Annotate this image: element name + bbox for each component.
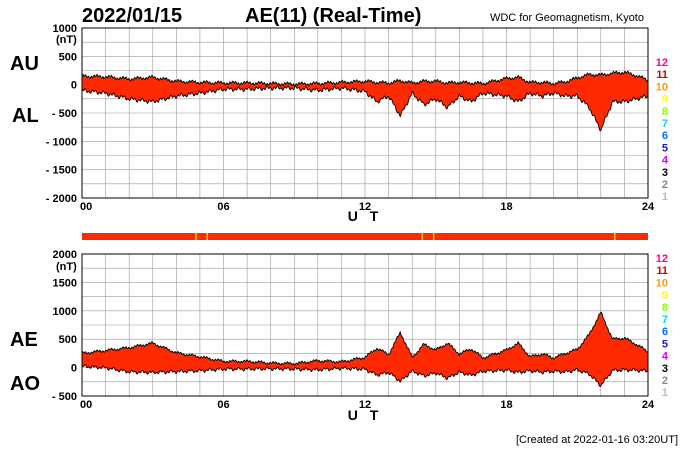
legend-station-12: 12	[656, 57, 668, 69]
source-label: WDC for Geomagnetism, Kyoto	[490, 12, 644, 24]
ae-ao-plot-frame	[81, 253, 649, 397]
y-tick-label: 2000	[53, 249, 77, 261]
x-tick-label: 12	[359, 399, 371, 411]
legend-station-1: 1	[662, 191, 668, 203]
legend-station-1: 1	[662, 387, 668, 399]
legend-station-10: 10	[656, 81, 668, 93]
index-title: AE(11) (Real-Time)	[245, 5, 421, 27]
y-tick-label: - 1000	[46, 136, 77, 148]
legend-station-12: 12	[656, 253, 668, 265]
legend-station-6: 6	[662, 326, 668, 338]
ao-line	[81, 364, 648, 388]
au-al-y-unit: (nT)	[56, 34, 77, 46]
ae-ao-panel: 2000 1500 1000 500 0 - 500 00 06 12 18 24 (nT) AE…	[10, 249, 655, 423]
ae-ao-fill-area	[82, 312, 648, 387]
legend-station-11: 11	[656, 69, 668, 81]
x-tick-label: 00	[80, 399, 92, 411]
x-tick-label: 12	[359, 201, 371, 213]
legend-station-5: 5	[662, 142, 668, 154]
au-al-plot-frame	[81, 27, 649, 199]
ao-label: AO	[10, 373, 40, 395]
created-timestamp: [Created at 2022-01-16 03:20UT]	[516, 434, 678, 446]
x-tick-label: 18	[500, 201, 512, 213]
y-tick-label: 1000	[53, 306, 77, 318]
legend-station-10: 10	[656, 277, 668, 289]
y-tick-label: 0	[71, 363, 77, 375]
y-tick-label: 500	[59, 334, 77, 346]
status-mark	[421, 233, 424, 240]
al-line	[81, 84, 649, 132]
legend-station-2: 2	[662, 375, 668, 387]
legend-station-7: 7	[662, 314, 668, 326]
legend-station-9: 9	[662, 94, 668, 106]
y-tick-label: - 500	[52, 391, 77, 403]
ae-ao-y-unit: (nT)	[56, 261, 77, 273]
legend-station-8: 8	[662, 302, 668, 314]
y-tick-label: 1500	[53, 277, 77, 289]
ae-ao-x-ticks: 00 06 12 18 24	[80, 399, 655, 411]
ae-ao-grid	[82, 254, 648, 396]
ae-label: AE	[10, 329, 38, 351]
legend-station-5: 5	[662, 338, 668, 350]
legend-station-3: 3	[662, 363, 668, 375]
x-tick-label: 00	[80, 201, 92, 213]
au-al-x-ticks: 00 06 12 18 24	[80, 201, 655, 213]
ae-line	[81, 311, 649, 366]
status-mark	[614, 233, 616, 240]
au-al-x-axis-label: U T	[348, 208, 383, 224]
x-tick-label: 06	[217, 399, 229, 411]
legend-station-7: 7	[662, 118, 668, 130]
status-mark	[195, 233, 197, 240]
legend-station-9: 9	[662, 290, 668, 302]
legend-station-4: 4	[662, 155, 669, 167]
au-al-panel: 1000 500 0 - 500 - 1000 - 1500 - 2000 00 06 12 18…	[10, 23, 655, 224]
ae-ao-y-ticks: 2000 1500 1000 500 0 - 500	[52, 249, 77, 403]
ae-ao-x-axis-label: U T	[348, 407, 383, 423]
au-label: AU	[10, 53, 39, 75]
x-tick-label: 06	[217, 201, 229, 213]
legend-station-2: 2	[662, 179, 668, 191]
al-label: AL	[12, 105, 39, 127]
y-tick-label: - 1500	[46, 165, 77, 177]
au-al-y-ticks: 1000 500 0 - 500 - 1000 - 1500 - 2000	[46, 23, 77, 205]
x-tick-label: 24	[642, 399, 655, 411]
x-tick-label: 24	[642, 201, 655, 213]
legend-station-4: 4	[662, 351, 669, 363]
data-status-marks	[195, 233, 616, 240]
status-mark	[206, 233, 208, 240]
au-line	[81, 70, 649, 87]
legend-station-6: 6	[662, 130, 668, 142]
y-tick-label: 1000	[53, 23, 77, 35]
date-title: 2022/01/15	[82, 5, 182, 27]
legend-station-11: 11	[656, 265, 668, 277]
y-tick-label: - 500	[52, 108, 77, 120]
status-mark	[432, 233, 435, 240]
legend-station-8: 8	[662, 106, 668, 118]
y-tick-label: 500	[59, 51, 77, 63]
legend-station-3: 3	[662, 167, 668, 179]
au-al-fill-area	[82, 71, 648, 131]
au-al-grid	[82, 28, 648, 198]
y-tick-label: 0	[71, 80, 77, 92]
x-tick-label: 18	[500, 399, 512, 411]
y-tick-label: - 2000	[46, 193, 77, 205]
data-status-bar	[82, 233, 648, 240]
